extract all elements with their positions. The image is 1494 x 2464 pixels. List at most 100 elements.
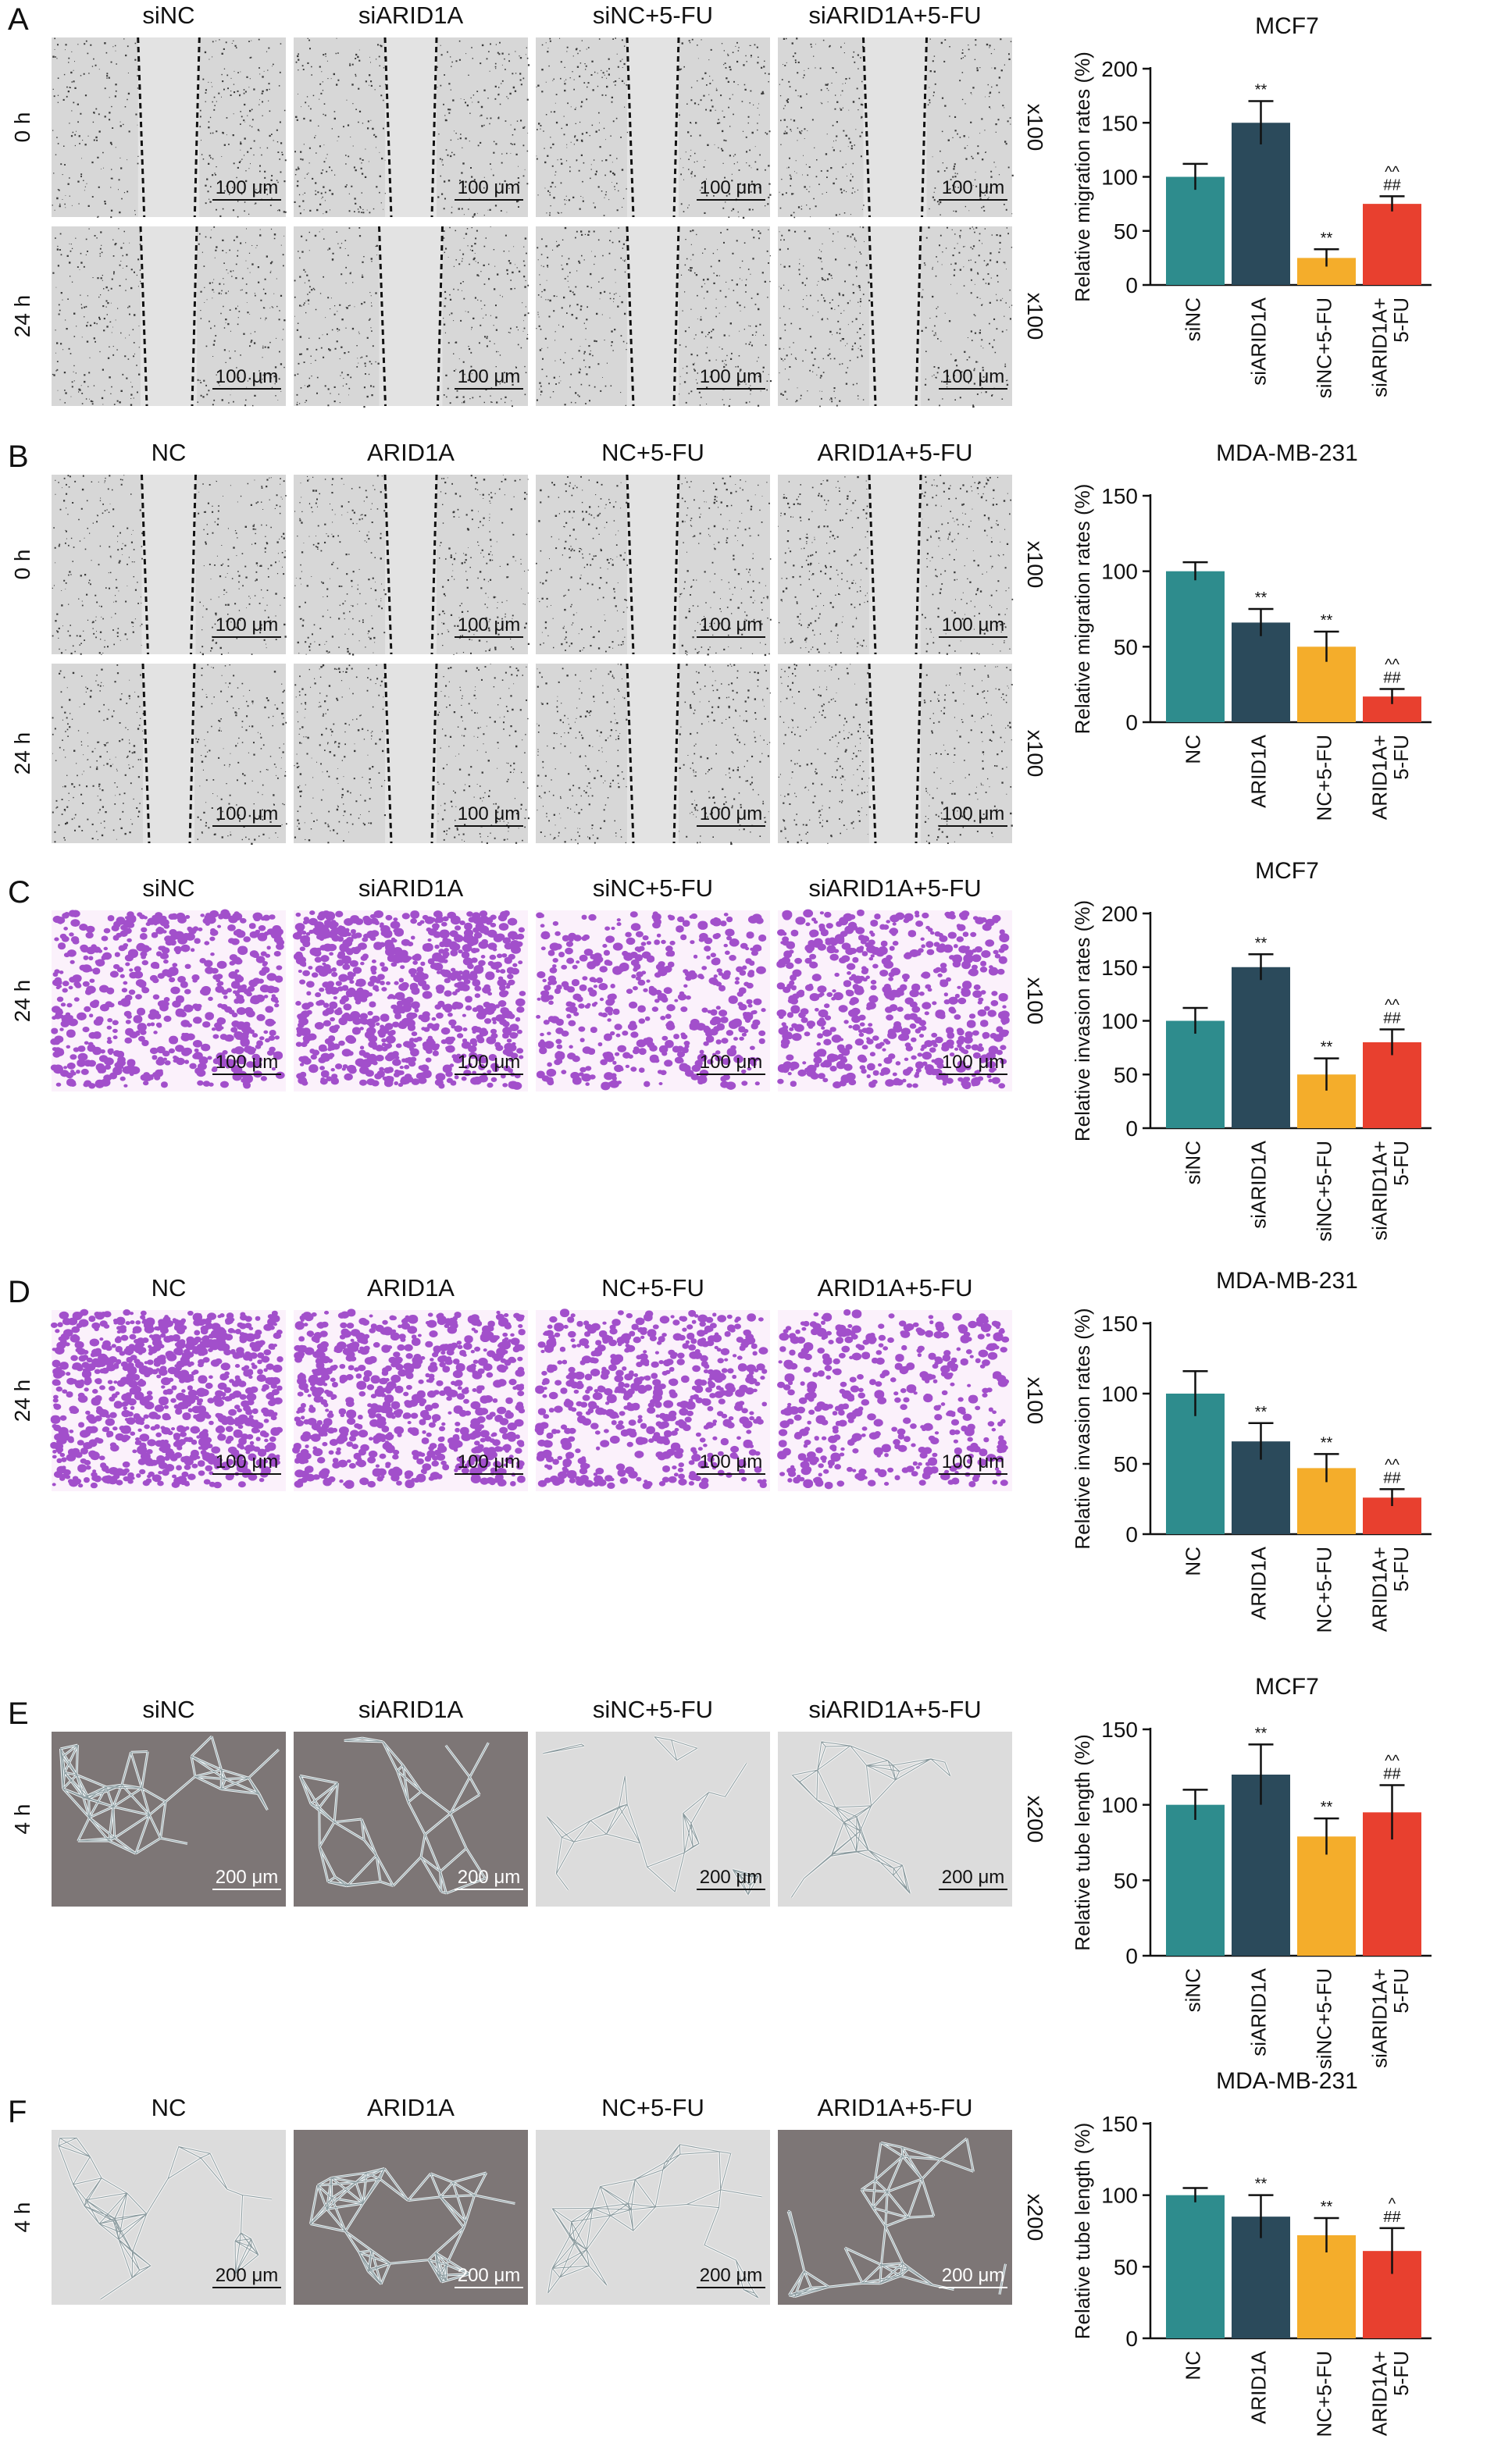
cell-speckles	[778, 664, 1013, 845]
x-tick-label: siARID1A+5-FU	[1368, 1968, 1413, 2068]
micrograph: 100 μm	[536, 37, 772, 219]
magnification-label: x100	[1023, 730, 1047, 778]
micrograph: 100 μm	[52, 663, 287, 845]
y-tick-label: 100	[1101, 1009, 1138, 1034]
wound-edge-line	[139, 226, 148, 407]
panel-d: D NC ARID1A NC+5-FU ARID1A+5-FU 24 h x100 100 μ…	[8, 1268, 1432, 1633]
wound-edge-line	[626, 663, 635, 844]
x-tick-label: NC+5-FU	[1313, 2351, 1336, 2437]
condition-label: siNC+5-FU	[593, 874, 713, 902]
micrograph: 100 μm	[776, 909, 1012, 1091]
wound-gap	[385, 664, 437, 843]
scale-bar-label: 100 μm	[216, 614, 279, 636]
scale-bar-label: 200 μm	[942, 1867, 1005, 1888]
significance-marker: ##	[1383, 176, 1401, 194]
x-tick-label: ARID1A	[1247, 734, 1271, 808]
micrograph: 100 μm	[292, 1309, 528, 1491]
bar	[1363, 204, 1421, 285]
cell-speckles	[52, 475, 287, 656]
micrograph: 100 μm	[294, 37, 530, 218]
condition-label: ARID1A+5-FU	[818, 439, 973, 466]
micrograph: 100 μm	[778, 226, 1013, 408]
micrograph: 100 μm	[534, 1309, 770, 1491]
condition-label: siARID1A	[358, 874, 464, 902]
wound-gap	[627, 664, 679, 843]
condition-label: NC+5-FU	[601, 2094, 704, 2121]
y-tick-label: 50	[1114, 1063, 1138, 1087]
micrograph: 100 μm	[294, 226, 529, 408]
condition-label: NC+5-FU	[601, 1274, 704, 1301]
y-tick-label: 0	[1125, 1522, 1138, 1547]
wound-gap	[627, 475, 679, 654]
time-label: 0 h	[10, 550, 34, 580]
tube-network-shadow	[310, 2168, 515, 2284]
bar	[1232, 123, 1290, 285]
wound-gap	[141, 226, 197, 406]
x-tick-label: NC+5-FU	[1313, 1547, 1336, 1633]
wound-edge-line	[626, 37, 635, 218]
significance-marker: **	[1321, 2199, 1333, 2216]
wound-gap	[143, 664, 194, 843]
wound-gap	[627, 226, 679, 406]
wound-edge-line	[383, 663, 393, 844]
x-tick-label: siNC	[1182, 1141, 1205, 1184]
time-label: 4 h	[10, 2202, 34, 2233]
x-tick-label: NC	[1182, 735, 1205, 764]
x-tick-label: siNC+5-FU	[1313, 297, 1336, 398]
condition-label: siARID1A	[358, 2, 464, 29]
y-axis-label: Relative tube length (%)	[1071, 2123, 1094, 2339]
scale-bar-label: 200 μm	[700, 1867, 763, 1888]
y-tick-label: 150	[1101, 1312, 1138, 1336]
chart-title: MCF7	[1255, 858, 1319, 884]
x-tick-label: siARID1A	[1247, 297, 1271, 385]
wound-gap	[379, 226, 443, 406]
scale-bar-label: 100 μm	[942, 1052, 1005, 1073]
condition-label: siARID1A	[358, 1696, 464, 1723]
wound-edge-line	[141, 474, 149, 655]
wound-edge-line	[915, 226, 922, 407]
wound-edge-line	[137, 37, 146, 218]
y-tick-label: 200	[1101, 902, 1138, 926]
micrograph: 200 μm	[294, 2130, 528, 2305]
y-tick-label: 200	[1101, 57, 1138, 81]
condition-label: NC	[152, 439, 187, 466]
condition-label: ARID1A+5-FU	[818, 2094, 973, 2121]
cell-speckles	[536, 37, 772, 219]
condition-label: NC+5-FU	[601, 439, 704, 466]
micrograph: 100 μm	[50, 1309, 286, 1491]
y-axis-label: Relative migration rates (%)	[1071, 52, 1094, 302]
wound-edge-line	[437, 226, 444, 407]
micrograph: 200 μm	[52, 1732, 286, 1907]
y-tick-label: 150	[1101, 2112, 1138, 2136]
panel-letter: A	[8, 2, 29, 37]
scale-bar-label: 100 μm	[700, 177, 763, 198]
bar	[1166, 176, 1225, 285]
x-tick-label: ARID1A+5-FU	[1368, 735, 1413, 820]
scale-bar-label: 100 μm	[216, 177, 279, 198]
wound-edge-line	[672, 226, 680, 407]
bar	[1166, 571, 1225, 722]
time-label: 24 h	[10, 732, 34, 775]
bar-chart: MCF7 Relative migration rates (%) 0 50 100 15…	[1071, 13, 1432, 398]
time-label: 24 h	[10, 1380, 34, 1422]
wound-gap	[869, 664, 921, 843]
significance-marker: **	[1255, 82, 1268, 99]
y-tick-label: 50	[1114, 219, 1138, 244]
significance-marker: **	[1255, 1725, 1268, 1742]
panel-letter: B	[8, 440, 29, 474]
scale-bar-label: 200 μm	[458, 2265, 521, 2286]
condition-label: siARID1A+5-FU	[808, 1696, 981, 1723]
condition-label: siARID1A+5-FU	[808, 874, 981, 902]
panel-b: B NC ARID1A NC+5-FU ARID1A+5-FU 0 h x100 100 μm…	[8, 439, 1432, 846]
wound-edge-line	[868, 226, 877, 407]
stained-cells	[534, 1309, 768, 1490]
time-label: 24 h	[10, 295, 34, 338]
magnification-label: x200	[1023, 1796, 1047, 1843]
micrograph: 100 μm	[536, 663, 771, 846]
wound-gap	[141, 475, 196, 654]
scale-bar-label: 100 μm	[216, 1451, 279, 1472]
x-tick-label: siARID1A+5-FU	[1368, 297, 1413, 397]
